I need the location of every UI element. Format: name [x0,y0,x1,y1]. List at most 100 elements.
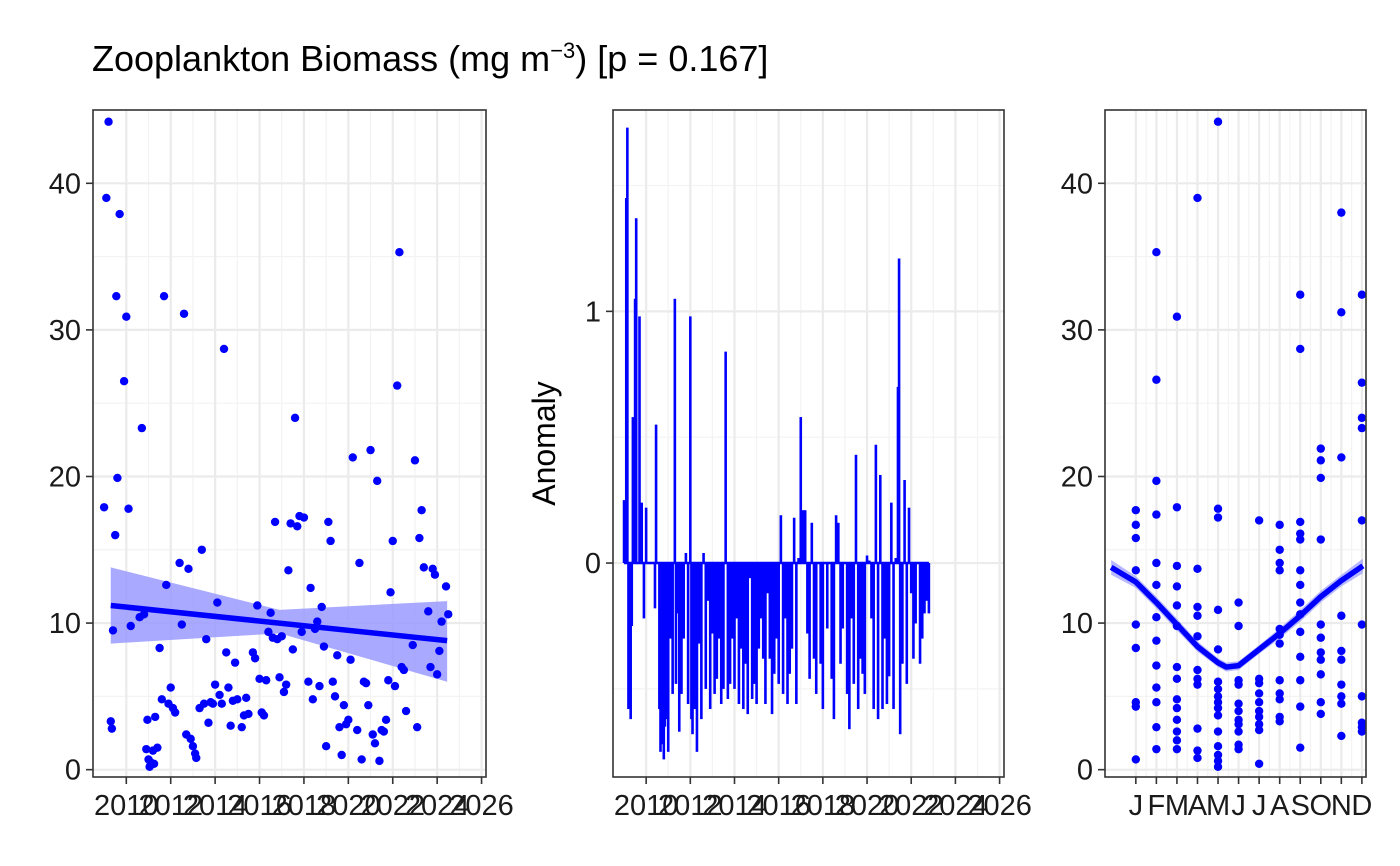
data-point [261,676,271,685]
y-tick-label: 0 [1077,755,1093,787]
data-point [1213,742,1223,751]
data-point [353,725,362,735]
anomaly-bar [814,563,818,694]
data-point [1193,602,1202,612]
data-point [1357,290,1367,299]
anomaly-bar [834,515,838,564]
data-point [1152,661,1161,670]
anomaly-bar [777,563,780,684]
anomaly-bar [695,563,699,752]
anomaly-bar [914,563,917,624]
data-point [202,635,211,644]
data-point [281,680,291,689]
data-point [226,721,235,730]
data-point [1296,652,1305,661]
data-point [1296,702,1305,711]
anomaly-bar [883,563,887,639]
x-tick-label: F [1148,790,1166,822]
data-point [1193,564,1202,574]
anomaly-bar [711,563,714,634]
anomaly-bar [912,563,915,659]
x-tick-label: 2022 [360,790,425,822]
data-point [392,381,402,390]
data-point [1172,695,1182,704]
anomaly-bar [642,563,646,619]
data-point [111,530,120,540]
data-point [1213,756,1223,766]
anomaly-bar [722,563,725,689]
data-point [412,722,422,732]
x-tick-label: 2014 [702,790,767,822]
data-point [270,517,280,527]
y-tick-label: 30 [1061,315,1093,347]
data-point [1316,709,1325,719]
anomaly-bar [686,563,690,705]
data-point [1296,598,1305,607]
panel-border [612,109,1005,778]
x-tick-label: A [1270,790,1290,822]
data-point [1193,680,1202,689]
anomaly-bar [622,500,626,564]
data-point [259,711,269,720]
data-point [1275,520,1284,530]
x-tick-label: N [1331,790,1352,822]
data-point [1254,706,1264,716]
anomaly-bar [691,563,694,735]
x-tick-label: 2012 [658,790,723,822]
data-point [279,687,289,697]
data-point [233,695,242,704]
data-point [317,602,326,612]
data-point [1357,413,1367,423]
anomaly-bar [748,563,752,579]
data-point [1316,633,1325,642]
data-point [1275,566,1284,575]
anomaly-bar [775,563,778,639]
anomaly-bar [757,563,761,649]
data-point [1213,698,1223,707]
data-point [1213,692,1223,701]
anomaly-bar [923,563,926,614]
data-point [186,734,195,744]
anomaly-bar [890,502,893,564]
anomaly-bar [660,563,663,745]
data-point [339,700,349,710]
anomaly-bar [680,563,683,694]
data-point [1254,689,1264,698]
data-point [1131,620,1141,629]
data-point [1316,535,1325,544]
data-point [184,564,193,574]
anomaly-bar [843,563,847,565]
anomaly-bar [764,563,767,705]
data-point [275,673,284,682]
data-point [1213,117,1223,126]
data-point [1152,510,1161,519]
data-point [408,640,417,650]
x-tick-label: 2026 [449,790,514,822]
data-point [1152,558,1161,568]
anomaly-bar [850,563,853,619]
data-point [1234,621,1243,631]
data-point [1357,692,1367,701]
data-point [1337,308,1346,317]
data-point [122,312,131,321]
data-point [1337,655,1346,664]
data-point [1254,759,1264,769]
data-point [142,744,151,754]
anomaly-bar [644,507,648,564]
data-point [1316,473,1325,483]
data-point [1172,674,1182,683]
panel-border [92,109,487,778]
data-point [177,620,187,629]
anomaly-bar [627,563,630,710]
anomaly-bar [746,563,750,715]
data-point [444,610,453,619]
anomaly-bar [881,563,884,710]
chart-title: Zooplankton Biomass (mg m−3) [p = 0.167] [92,38,768,80]
data-point [264,627,273,637]
anomaly-bar [766,563,769,594]
data-point [1131,506,1141,515]
data-point [1172,715,1182,725]
anomaly-bar [905,563,909,684]
anomaly-bar [735,563,739,619]
data-point [370,739,380,748]
